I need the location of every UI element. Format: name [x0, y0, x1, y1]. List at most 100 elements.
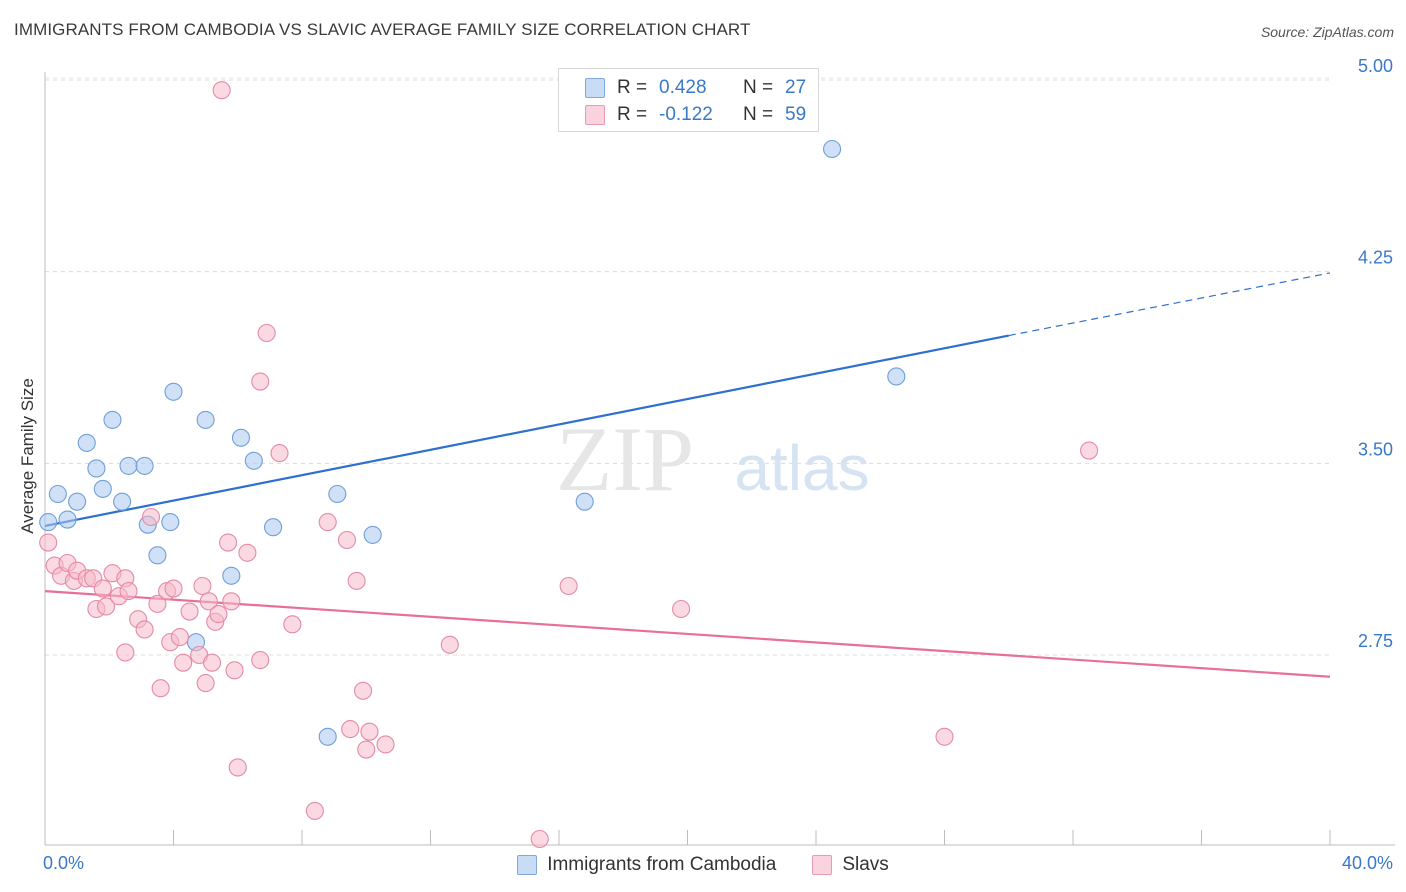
legend-series-label: Slavs: [842, 854, 889, 875]
slavs-point: [318, 513, 337, 532]
slavs-point: [203, 653, 222, 672]
slavs-point: [141, 507, 161, 527]
cambodia-point: [148, 546, 167, 565]
cambodia-point: [48, 484, 67, 504]
slavs-point: [935, 727, 954, 746]
slavs-point: [337, 530, 357, 550]
slavs-point: [196, 674, 215, 693]
y-tick-label: 4.25: [1358, 248, 1393, 268]
slavs-point: [119, 582, 138, 601]
slavs-point: [360, 722, 379, 741]
slavs-point: [357, 740, 376, 759]
x-tick-label: 0.0%: [43, 853, 84, 873]
legend-swatch-pink: [812, 855, 833, 875]
slavs-point: [93, 579, 112, 598]
cambodia-point: [87, 459, 106, 478]
legend-item-slavs[interactable]: Slavs: [812, 854, 889, 876]
cambodia-point: [231, 428, 251, 447]
slavs-point: [174, 653, 193, 672]
slavs-point: [353, 681, 373, 700]
trend-lines: [44, 272, 1331, 678]
legend-row-cambodia: R = 0.428 N = 27: [559, 74, 806, 102]
axes: [44, 72, 1395, 846]
slavs-point: [135, 620, 154, 639]
slavs-point: [347, 571, 366, 590]
slavs-point: [559, 576, 578, 596]
slavs-point: [170, 628, 189, 647]
legend-series-label: Immigrants from Cambodia: [547, 854, 777, 875]
legend-n-label: N =: [743, 104, 774, 125]
slavs-point: [148, 594, 167, 613]
slavs-point: [283, 615, 302, 634]
watermark-zip: ZIP: [556, 408, 694, 510]
slavs-point: [225, 661, 244, 680]
cambodia-point: [887, 367, 906, 386]
slavs-point: [1080, 441, 1099, 460]
slavs-point: [228, 758, 247, 777]
cambodia-point: [318, 727, 337, 746]
legend-n-value: 59: [785, 104, 807, 125]
slavs-point: [672, 599, 691, 619]
slavs-point: [376, 735, 395, 754]
slavs-point: [180, 602, 199, 621]
slavs-point: [251, 651, 270, 670]
axis-labels: 2.75 3.50 4.25 5.00 0.0% 40.0% Average Family …: [18, 56, 1393, 873]
series-legend: Immigrants from Cambodia Slavs: [0, 852, 1406, 878]
legend-item-cambodia[interactable]: Immigrants from Cambodia: [517, 854, 776, 876]
slavs-point: [257, 323, 276, 343]
cambodia-point: [196, 410, 215, 429]
slavs-point: [222, 592, 241, 611]
legend-n-label: N =: [743, 77, 774, 98]
cambodia-point: [244, 451, 263, 470]
cambodia-point: [135, 456, 154, 475]
cambodia-trend-line: [44, 334, 1009, 528]
slavs-point: [341, 720, 360, 739]
legend-swatch-blue: [517, 855, 538, 875]
slavs-point: [530, 829, 549, 849]
cambodia-trend-extension: [1008, 272, 1331, 337]
slavs-point: [193, 576, 212, 596]
cambodia-point: [222, 566, 241, 585]
cambodia-point: [68, 492, 87, 511]
legend-n-value: 27: [785, 77, 807, 98]
cambodia-point: [119, 456, 138, 475]
data-points: [39, 81, 1099, 849]
legend-swatch-blue: [585, 78, 605, 98]
y-axis-label: Average Family Size: [18, 378, 37, 534]
cambodia-point: [823, 139, 842, 159]
cambodia-point: [58, 510, 77, 529]
y-tick-label: 5.00: [1358, 56, 1393, 76]
slavs-point: [238, 543, 257, 562]
slavs-point: [212, 81, 231, 100]
cambodia-point: [93, 479, 112, 498]
cambodia-point: [161, 513, 180, 532]
legend-r-label: R =: [617, 104, 648, 125]
correlation-legend: R = 0.428 N = 27 R = -0.122 N = 59: [558, 68, 819, 132]
grid-lines: [45, 77, 1330, 656]
cambodia-point: [103, 410, 122, 429]
cambodia-point: [328, 484, 347, 504]
slavs-point: [199, 592, 218, 611]
slavs-point: [96, 597, 116, 616]
x-tick-label: 40.0%: [1342, 853, 1393, 873]
cambodia-point: [77, 433, 96, 452]
legend-r-value: -0.122: [659, 104, 713, 125]
legend-row-slavs: R = -0.122 N = 59: [559, 101, 806, 129]
legend-r-value: 0.428: [659, 77, 707, 98]
slavs-point: [116, 643, 135, 662]
cambodia-point: [363, 525, 382, 544]
slavs-point: [440, 635, 459, 654]
slavs-trend-line: [44, 590, 1331, 678]
slavs-point: [39, 533, 58, 552]
y-tick-label: 2.75: [1358, 631, 1393, 651]
cambodia-point: [39, 513, 58, 532]
slavs-point: [251, 372, 270, 391]
watermark-atlas: atlas: [734, 432, 869, 504]
cambodia-point: [113, 492, 132, 511]
slavs-point: [151, 679, 170, 698]
slavs-point: [219, 533, 238, 552]
legend-swatch-pink: [585, 105, 605, 125]
slavs-point: [209, 605, 228, 624]
slavs-point: [164, 579, 183, 598]
